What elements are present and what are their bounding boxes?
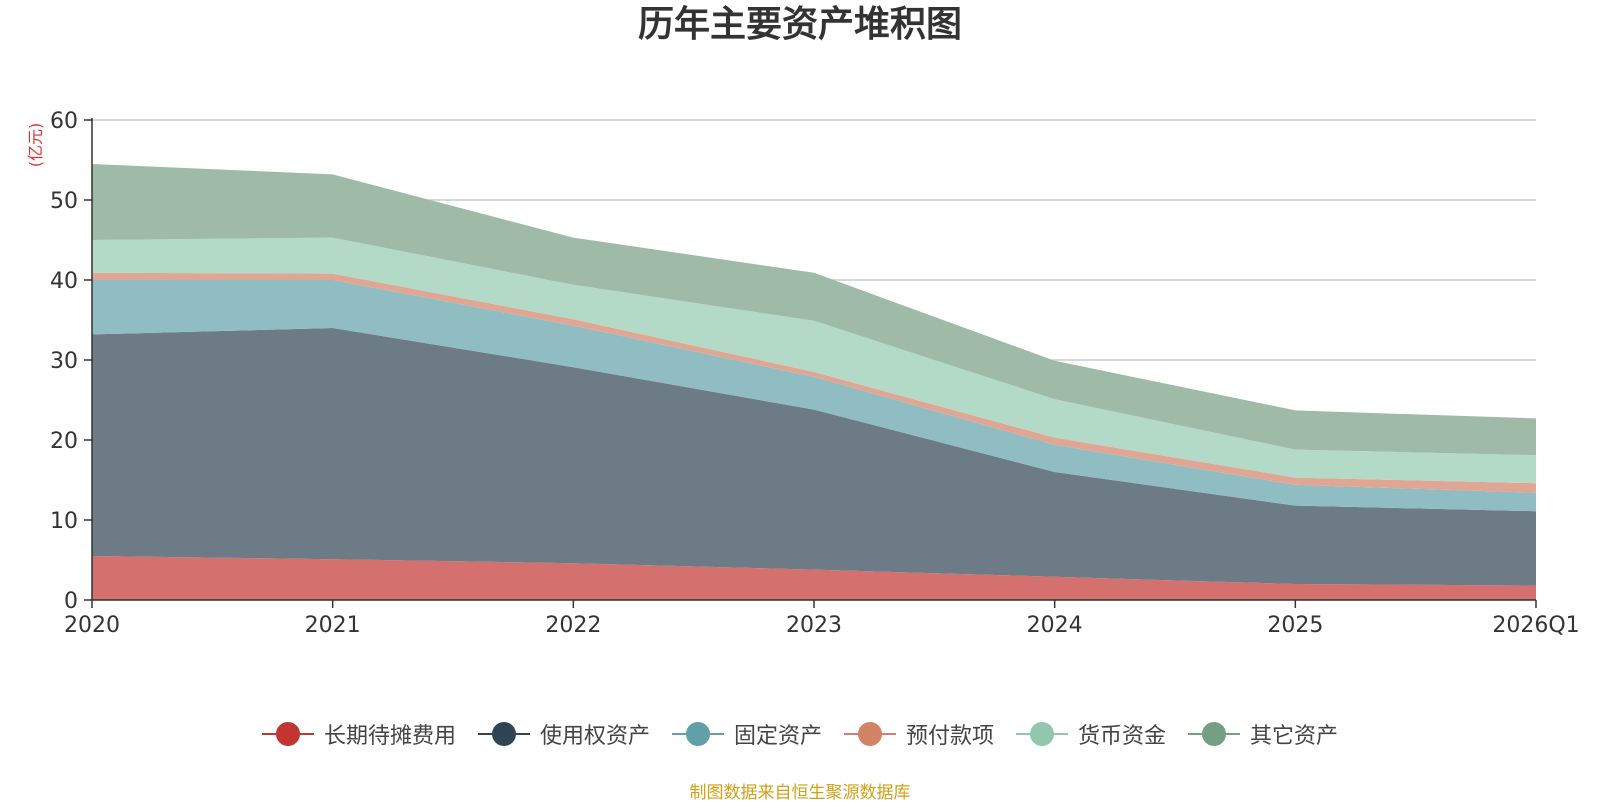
legend-item[interactable]: 预付款项 [844, 718, 994, 750]
x-tick-label: 2022 [545, 613, 601, 638]
y-tick-label: 10 [50, 509, 78, 534]
legend-marker-icon [844, 721, 896, 747]
legend-label: 长期待摊费用 [323, 724, 456, 749]
legend-marker-dot [1030, 722, 1055, 746]
x-tick-label: 2023 [786, 613, 842, 638]
legend-label: 使用权资产 [539, 724, 650, 749]
area-series-3 [92, 280, 1536, 512]
legend-label: 固定资产 [733, 724, 822, 749]
stacked-area-chart: 0 10 20 30 40 50 60 2020 2021 2022 2023 2024 2025 202… [50, 109, 1580, 638]
legend-marker-icon [261, 721, 314, 747]
legend-item[interactable]: 固定资产 [671, 718, 822, 750]
area-series-6 [92, 164, 1536, 456]
legend-marker-icon [1188, 721, 1241, 747]
source-note: 制图数据来自恒生聚源数据库 [689, 783, 911, 803]
x-tick-label: 2024 [1027, 613, 1083, 638]
y-tick-label: 60 [50, 109, 78, 134]
legend-label: 预付款项 [906, 724, 995, 749]
legend-item[interactable]: 使用权资产 [477, 718, 650, 750]
legend-marker-icon [1016, 721, 1069, 747]
legend-marker-dot [491, 722, 516, 746]
y-axis-unit-label: (亿元) [26, 122, 45, 168]
legend: 长期待摊费用 使用权资产 固定资产 预付款项 货币资金 其它资产 [0, 718, 1600, 750]
legend-item[interactable]: 长期待摊费用 [261, 718, 456, 750]
area-series-1 [92, 556, 1536, 600]
area-series-2 [92, 328, 1536, 586]
legend-item[interactable]: 其它资产 [1188, 718, 1338, 750]
x-tick-label: 2021 [305, 613, 361, 638]
legend-marker-dot [685, 722, 710, 746]
x-tick-label: 2020 [64, 613, 120, 638]
legend-label: 货币资金 [1078, 724, 1167, 749]
chart-title: 历年主要资产堆积图 [637, 4, 962, 45]
legend-item[interactable]: 货币资金 [1016, 718, 1166, 750]
legend-marker-icon [671, 721, 724, 747]
x-tick-label: 2026Q1 [1492, 613, 1579, 638]
y-tick-label: 20 [50, 429, 78, 454]
legend-label: 其它资产 [1250, 724, 1339, 749]
y-tick-label: 30 [50, 349, 78, 374]
y-tick-label: 40 [50, 269, 78, 294]
area-series [92, 164, 1536, 600]
y-tick-label: 50 [50, 189, 78, 214]
legend-marker-dot [275, 722, 300, 746]
y-tick-label: 0 [64, 589, 78, 614]
x-tick-label: 2025 [1267, 613, 1323, 638]
legend-marker-dot [858, 722, 882, 746]
axes: 0 10 20 30 40 50 60 2020 2021 2022 2023 2024 2025 202… [50, 109, 1580, 638]
legend-marker-icon [477, 721, 530, 747]
area-series-5 [92, 237, 1536, 484]
legend-marker-dot [1202, 722, 1227, 746]
